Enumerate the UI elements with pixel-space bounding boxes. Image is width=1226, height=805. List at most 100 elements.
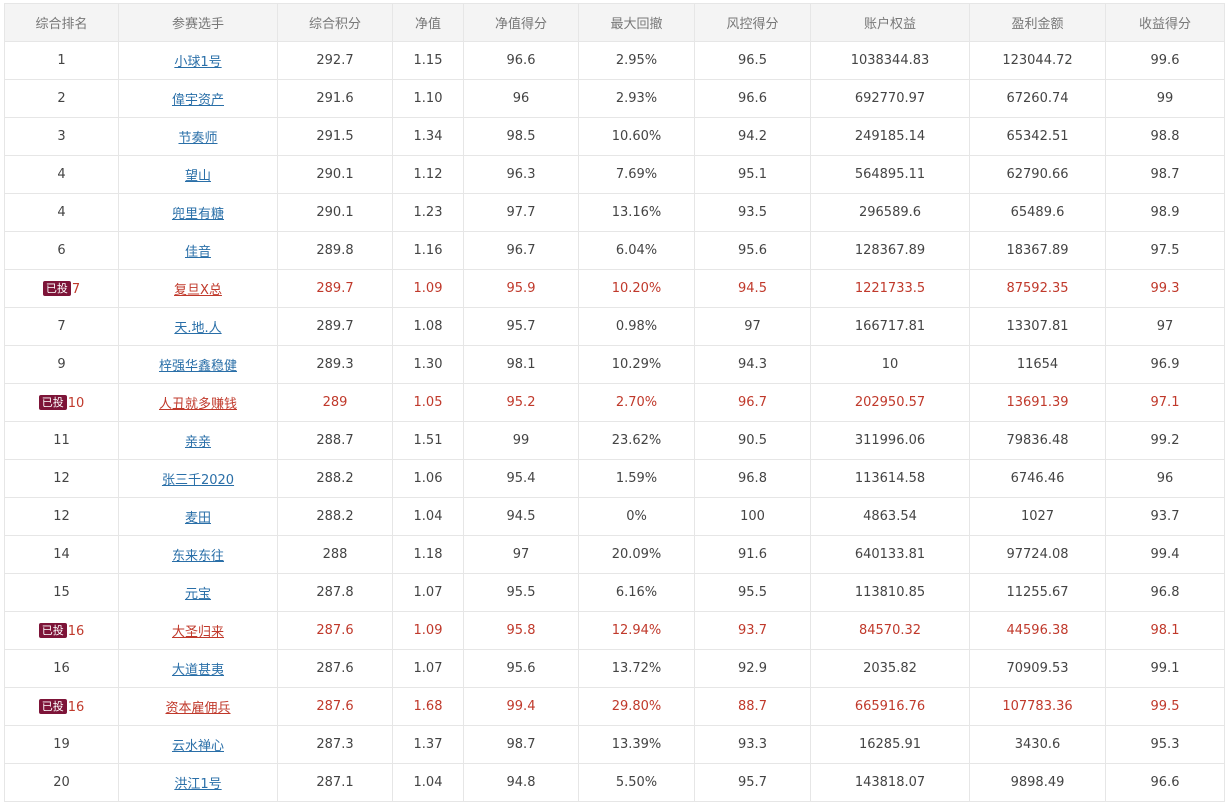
nav-score-cell: 98.7 — [463, 725, 579, 764]
nav-cell: 1.09 — [392, 269, 464, 308]
score-cell: 292.7 — [277, 41, 393, 80]
player-link[interactable]: 佳音 — [184, 245, 211, 260]
rank-cell: 12 — [4, 459, 119, 498]
table-row: 9 梓强华鑫稳健 289.3 1.30 98.1 10.29% 94.3 10 11654 96.… — [4, 345, 1225, 384]
nav-score-cell: 95.2 — [463, 383, 579, 422]
equity-cell: 2035.82 — [810, 649, 970, 688]
nav-cell: 1.51 — [392, 421, 464, 460]
return-score-cell: 96.9 — [1105, 345, 1225, 384]
player-link[interactable]: 大道甚夷 — [171, 663, 224, 678]
table-row: 19 云水禅心 287.3 1.37 98.7 13.39% 93.3 16285.91 343… — [4, 725, 1225, 764]
risk-score-cell: 91.6 — [694, 535, 811, 574]
nav-score-cell: 95.7 — [463, 307, 579, 346]
rank-value: 9 — [57, 357, 66, 372]
header-equity[interactable]: 账户权益 — [810, 3, 970, 42]
nav-score-cell: 96.3 — [463, 155, 579, 194]
nav-cell: 1.68 — [392, 687, 464, 726]
header-score[interactable]: 综合积分 — [277, 3, 393, 42]
max-drawdown-cell: 10.20% — [578, 269, 695, 308]
equity-cell: 249185.14 — [810, 117, 970, 156]
header-profit[interactable]: 盈利金额 — [969, 3, 1106, 42]
table-row: 已投 7 复旦X总 289.7 1.09 95.9 10.20% 94.5 1221733.5 8… — [4, 269, 1225, 308]
table-row: 已投 10 人丑就多赚钱 289 1.05 95.2 2.70% 96.7 202950.57 1… — [4, 383, 1225, 422]
header-player[interactable]: 参赛选手 — [118, 3, 278, 42]
header-risk-score[interactable]: 风控得分 — [694, 3, 811, 42]
profit-cell: 97724.08 — [969, 535, 1106, 574]
equity-cell: 692770.97 — [810, 79, 970, 118]
score-cell: 290.1 — [277, 155, 393, 194]
risk-score-cell: 95.6 — [694, 231, 811, 270]
player-link[interactable]: 复旦X总 — [174, 283, 222, 298]
player-link[interactable]: 云水禅心 — [171, 739, 224, 754]
player-link[interactable]: 麦田 — [184, 511, 211, 526]
risk-score-cell: 90.5 — [694, 421, 811, 460]
player-link[interactable]: 天.地.人 — [174, 321, 222, 336]
risk-score-cell: 94.2 — [694, 117, 811, 156]
invested-badge: 已投 — [38, 394, 67, 410]
nav-cell: 1.12 — [392, 155, 464, 194]
table-row: 6 佳音 289.8 1.16 96.7 6.04% 95.6 128367.89 18367.… — [4, 231, 1225, 270]
risk-score-cell: 93.5 — [694, 193, 811, 232]
rank-value: 4 — [57, 167, 66, 182]
return-score-cell: 99.5 — [1105, 687, 1225, 726]
player-cell: 麦田 — [118, 497, 278, 536]
equity-cell: 202950.57 — [810, 383, 970, 422]
rank-value: 11 — [53, 433, 70, 448]
rank-value: 12 — [53, 471, 70, 486]
nav-cell: 1.23 — [392, 193, 464, 232]
player-link[interactable]: 节奏师 — [178, 131, 218, 146]
equity-cell: 16285.91 — [810, 725, 970, 764]
player-link[interactable]: 元宝 — [184, 587, 211, 602]
profit-cell: 9898.49 — [969, 763, 1106, 802]
player-link[interactable]: 资本雇佣兵 — [165, 701, 231, 716]
equity-cell: 640133.81 — [810, 535, 970, 574]
player-link[interactable]: 小球1号 — [174, 55, 222, 70]
nav-cell: 1.04 — [392, 763, 464, 802]
score-cell: 287.6 — [277, 687, 393, 726]
rank-cell: 11 — [4, 421, 119, 460]
nav-cell: 1.09 — [392, 611, 464, 650]
nav-score-cell: 94.5 — [463, 497, 579, 536]
table-row: 1 小球1号 292.7 1.15 96.6 2.95% 96.5 1038344.83 123… — [4, 41, 1225, 80]
profit-cell: 65489.6 — [969, 193, 1106, 232]
return-score-cell: 99 — [1105, 79, 1225, 118]
profit-cell: 70909.53 — [969, 649, 1106, 688]
player-link[interactable]: 人丑就多赚钱 — [158, 397, 237, 412]
nav-score-cell: 98.5 — [463, 117, 579, 156]
player-link[interactable]: 梓强华鑫稳健 — [158, 359, 237, 374]
return-score-cell: 99.4 — [1105, 535, 1225, 574]
header-return-score[interactable]: 收益得分 — [1105, 3, 1225, 42]
nav-cell: 1.04 — [392, 497, 464, 536]
table-row: 15 元宝 287.8 1.07 95.5 6.16% 95.5 113810.85 11255… — [4, 573, 1225, 612]
score-cell: 289 — [277, 383, 393, 422]
nav-cell: 1.10 — [392, 79, 464, 118]
nav-cell: 1.37 — [392, 725, 464, 764]
profit-cell: 13307.81 — [969, 307, 1106, 346]
player-link[interactable]: 张三千2020 — [161, 473, 235, 488]
header-rank[interactable]: 综合排名 — [4, 3, 119, 42]
player-link[interactable]: 亲亲 — [184, 435, 211, 450]
equity-cell: 296589.6 — [810, 193, 970, 232]
player-link[interactable]: 东来东往 — [171, 549, 224, 564]
player-link[interactable]: 望山 — [184, 169, 211, 184]
profit-cell: 3430.6 — [969, 725, 1106, 764]
header-nav-score[interactable]: 净值得分 — [463, 3, 579, 42]
player-link[interactable]: 洪江1号 — [174, 777, 222, 792]
rank-value: 6 — [57, 243, 66, 258]
nav-cell: 1.07 — [392, 649, 464, 688]
header-nav[interactable]: 净值 — [392, 3, 464, 42]
header-max-drawdown[interactable]: 最大回撤 — [578, 3, 695, 42]
rank-value: 15 — [53, 585, 70, 600]
profit-cell: 11654 — [969, 345, 1106, 384]
rank-value: 10 — [67, 395, 85, 411]
profit-cell: 13691.39 — [969, 383, 1106, 422]
player-link[interactable]: 偉宇资产 — [171, 93, 224, 108]
max-drawdown-cell: 20.09% — [578, 535, 695, 574]
table-row: 14 东来东往 288 1.18 97 20.09% 91.6 640133.81 97724.… — [4, 535, 1225, 574]
rank-cell: 14 — [4, 535, 119, 574]
player-link[interactable]: 大圣归来 — [171, 625, 224, 640]
player-link[interactable]: 兜里有糖 — [171, 207, 224, 222]
table-body: 1 小球1号 292.7 1.15 96.6 2.95% 96.5 1038344.83 123… — [4, 41, 1225, 802]
profit-cell: 65342.51 — [969, 117, 1106, 156]
max-drawdown-cell: 2.95% — [578, 41, 695, 80]
